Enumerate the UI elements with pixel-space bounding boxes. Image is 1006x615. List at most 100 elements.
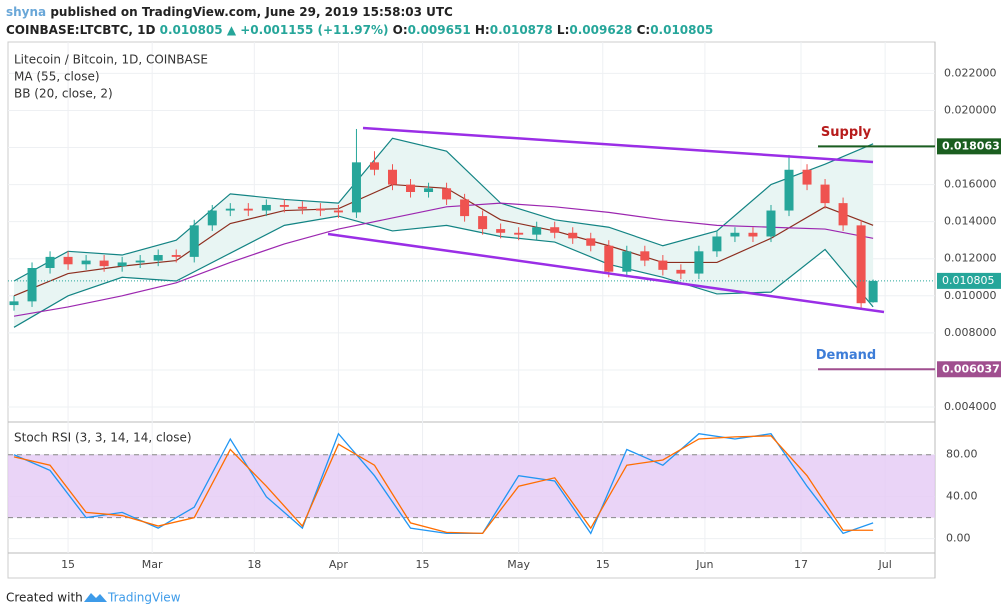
y-tick-label: 0.016000 (944, 178, 997, 191)
candle-body (730, 232, 740, 237)
footer-created: Created with (6, 591, 83, 605)
level-box (937, 361, 1001, 378)
candle-body (784, 169, 794, 211)
bb-fill (14, 138, 874, 328)
candle-body (586, 238, 596, 246)
level-label: 0.006037 (942, 362, 1000, 375)
header: shyna published on TradingView.com, June… (6, 3, 713, 39)
candle-body (868, 280, 878, 303)
candle-body (225, 208, 235, 211)
candle-body (424, 188, 434, 192)
bb-legend: BB (20, close, 2) (14, 87, 113, 101)
candle-body (333, 210, 343, 213)
rsi-tick-label: 40.00 (946, 490, 978, 503)
candle-body (568, 232, 578, 239)
rsi-line (13, 435, 874, 535)
ma-line (13, 202, 874, 317)
candle-body (171, 255, 181, 257)
x-tick-label: May (507, 558, 530, 571)
candle-body (802, 169, 812, 185)
candle-body (748, 232, 758, 237)
publisher: shyna (6, 5, 47, 19)
x-tick-label: Jun (695, 558, 713, 571)
x-tick-label: 15 (61, 558, 75, 571)
y-tick-label: 0.022000 (944, 66, 997, 79)
candle-body (351, 162, 361, 213)
rsi-tick-label: 80.00 (946, 448, 978, 461)
ohlc-value: 0.009628 (569, 23, 633, 37)
ohlc-value: 0.010878 (489, 23, 553, 37)
ohlc: O:0.009651 H:0.010878 L:0.009628 C:0.010… (393, 23, 714, 37)
lower-trendline (327, 232, 885, 314)
x-tick-label: Mar (142, 558, 163, 571)
candle-body (279, 204, 289, 207)
candle-body (604, 245, 614, 272)
candle-body (189, 225, 199, 257)
candle-body (676, 269, 686, 274)
candle-body (622, 251, 632, 272)
level-name: Supply (821, 125, 872, 140)
x-tick-label: 15 (416, 558, 430, 571)
candle-body (640, 251, 650, 261)
level-name: Demand (816, 348, 877, 363)
candle-body (243, 208, 253, 211)
publish-line: shyna published on TradingView.com, June… (6, 3, 713, 21)
ohlc-label: C: (636, 23, 651, 37)
candle-body (387, 169, 397, 185)
y-tick-label: 0.008000 (944, 326, 997, 339)
candle-body (694, 251, 704, 274)
candle-body (63, 256, 73, 265)
candle-body (712, 236, 722, 252)
footer-brand[interactable]: TradingView (107, 591, 181, 605)
rsi-band (8, 454, 935, 518)
bb-upper (13, 137, 874, 282)
candle-body (261, 204, 271, 211)
candle-body (315, 208, 325, 211)
candle-body (297, 206, 307, 209)
ohlc-label: H: (474, 23, 490, 37)
rsi-tick-label: 0.00 (946, 532, 971, 545)
candle-body (514, 232, 524, 235)
rsi-line (13, 432, 874, 535)
x-tick-label: 18 (247, 558, 261, 571)
y-tick-label: 0.012000 (944, 252, 997, 265)
rsi-title: Stoch RSI (3, 3, 14, 14, close) (14, 431, 192, 445)
published: published on TradingView.com, June 29, 2… (50, 5, 453, 19)
candle-body (838, 203, 848, 226)
candle-body (442, 188, 452, 200)
ohlc-label: L: (556, 23, 570, 37)
plot: 15Mar18Apr15May15Jun17Jul0.0040000.00600… (8, 66, 1001, 571)
y-tick-label: 0.004000 (944, 400, 997, 413)
candle-body (496, 229, 506, 233)
change: ▲ +0.001155 (+11.97%) (226, 23, 389, 37)
candle-body (406, 184, 416, 192)
last-price-box (937, 272, 1001, 289)
candle-body (135, 260, 145, 263)
x-tick-label: 15 (596, 558, 610, 571)
candle-body (117, 262, 127, 267)
last: 0.010805 (159, 23, 223, 37)
candle-body (207, 210, 217, 226)
ohlc-label: O: (392, 23, 408, 37)
level-label: 0.018063 (942, 139, 1000, 152)
y-tick-label: 0.014000 (944, 215, 997, 228)
bb-lower (13, 215, 874, 328)
candle-body (153, 255, 163, 261)
candle-body (9, 301, 19, 306)
candle-body (369, 162, 379, 170)
candle-body (99, 260, 109, 267)
x-tick-label: Jul (877, 558, 891, 571)
ohlc-value: 0.009651 (407, 23, 471, 37)
candle-body (820, 184, 830, 204)
y-tick-label: 0.010000 (944, 289, 997, 302)
candle-body (766, 210, 776, 237)
main-title: Litecoin / Bitcoin, 1D, COINBASE (14, 53, 208, 67)
last-price-label: 0.010805 (942, 274, 995, 287)
y-tick-label: 0.020000 (944, 103, 997, 116)
ma-legend: MA (55, close) (14, 70, 100, 84)
candle-body (532, 227, 542, 235)
candle-body (856, 225, 866, 304)
candle-body (81, 260, 91, 265)
